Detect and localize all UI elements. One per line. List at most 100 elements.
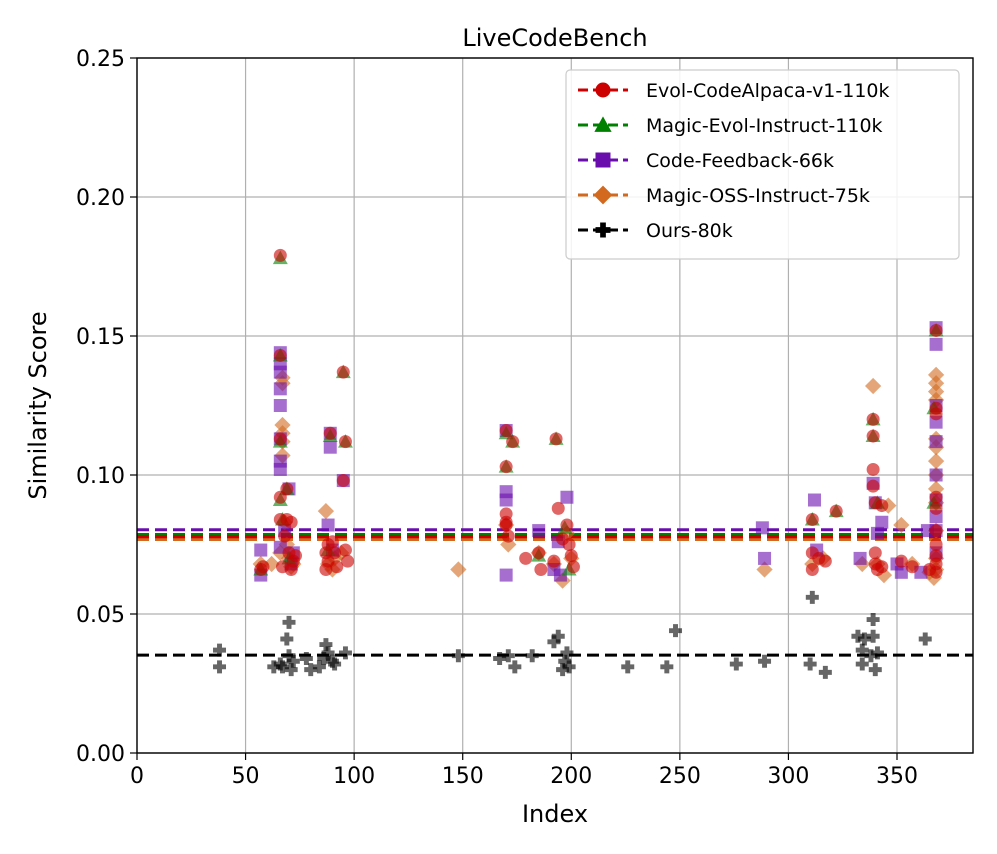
data-point: [213, 643, 227, 657]
data-point: [857, 632, 871, 646]
data-point: [304, 663, 318, 677]
data-point: [562, 660, 576, 674]
data-point: [875, 515, 889, 529]
data-point: [328, 657, 342, 671]
data-point: [450, 561, 467, 578]
series-magic-evol-instruct-110k: [253, 250, 944, 576]
y-tick-label: 0.10: [76, 464, 125, 489]
data-point: [560, 490, 574, 504]
data-point: [866, 412, 880, 426]
data-point: [547, 635, 561, 649]
legend-entry: Ours-80k: [578, 220, 733, 242]
series-code-feedback-66k: [254, 321, 943, 582]
data-point: [275, 660, 289, 674]
data-point: [866, 629, 880, 643]
legend-label: Code-Feedback-66k: [646, 150, 834, 172]
data-point: [929, 538, 943, 551]
data-point: [499, 493, 513, 507]
data-point: [519, 551, 533, 565]
data-point: [866, 462, 880, 476]
data-point: [525, 649, 539, 663]
x-tick-label: 250: [659, 764, 701, 789]
x-tick-label: 300: [767, 764, 809, 789]
data-point: [551, 501, 565, 515]
legend-marker: [594, 116, 612, 132]
data-point: [282, 649, 296, 663]
data-point: [929, 337, 943, 351]
data-point: [282, 615, 296, 629]
data-point: [560, 518, 574, 532]
data-point: [929, 407, 943, 421]
data-point: [499, 424, 513, 438]
data-point: [273, 382, 287, 396]
y-tick-label: 0.00: [76, 742, 125, 767]
data-point: [451, 649, 465, 663]
legend-entry: Magic-Evol-Instruct-110k: [578, 115, 883, 137]
y-axis-label: Similarity Score: [24, 311, 52, 499]
data-point: [929, 468, 943, 482]
data-point: [273, 399, 287, 412]
data-point: [562, 538, 576, 551]
legend-label: Magic-Evol-Instruct-110k: [646, 115, 883, 137]
data-point: [927, 383, 945, 400]
data-point: [905, 560, 919, 574]
data-point: [866, 613, 880, 627]
data-point: [280, 482, 294, 496]
data-point: [929, 565, 943, 579]
data-point: [927, 375, 945, 392]
data-point: [853, 551, 867, 565]
data-point: [855, 643, 869, 657]
plot-frame: [136, 57, 974, 754]
data-point: [317, 651, 331, 665]
data-point: [929, 524, 943, 538]
data-point: [621, 660, 635, 674]
data-point: [284, 663, 298, 677]
data-point: [660, 660, 674, 674]
data-point: [868, 546, 882, 560]
legend-marker: [593, 185, 613, 205]
data-point: [273, 248, 287, 262]
y-tick-label: 0.20: [76, 186, 125, 211]
legend-marker: [595, 222, 611, 238]
data-point: [818, 665, 832, 679]
data-point: [286, 654, 300, 668]
legend-entry: Evol-CodeAlpaca-v1-110k: [578, 80, 890, 102]
data-point: [566, 560, 580, 574]
data-point: [273, 462, 287, 476]
data-point: [325, 535, 339, 549]
data-point: [870, 526, 884, 540]
data-point: [551, 629, 565, 643]
data-point: [927, 452, 945, 470]
data-point: [319, 638, 333, 652]
x-tick-label: 350: [876, 764, 918, 789]
data-point: [758, 654, 772, 668]
data-point: [213, 660, 227, 674]
data-point: [558, 654, 572, 668]
legend-box: [565, 69, 960, 260]
data-point: [534, 563, 548, 577]
data-point: [506, 435, 520, 449]
data-point: [323, 440, 337, 454]
data-point: [805, 590, 819, 604]
series-ours-80k: [213, 590, 932, 679]
data-point: [755, 521, 769, 535]
legend: Evol-CodeAlpaca-v1-110k Magic-Evol-Instru…: [565, 69, 960, 260]
data-point: [338, 646, 352, 660]
data-point: [273, 348, 287, 362]
data-point: [299, 651, 313, 665]
data-point: [274, 416, 291, 434]
y-tick-label: 0.25: [76, 47, 125, 72]
data-point: [855, 657, 869, 671]
data-point: [499, 518, 513, 532]
data-point: [289, 549, 303, 563]
data-point: [851, 629, 865, 643]
x-tick-label: 150: [442, 764, 484, 789]
series-magic-oss-instruct-75k: [252, 366, 945, 589]
legend-label: Evol-CodeAlpaca-v1-110k: [646, 80, 890, 102]
data-point: [807, 493, 821, 507]
data-point: [866, 429, 880, 443]
chart-title: LiveCodeBench: [462, 24, 647, 52]
data-point: [336, 365, 350, 379]
data-point: [493, 651, 507, 665]
data-point: [336, 474, 350, 488]
